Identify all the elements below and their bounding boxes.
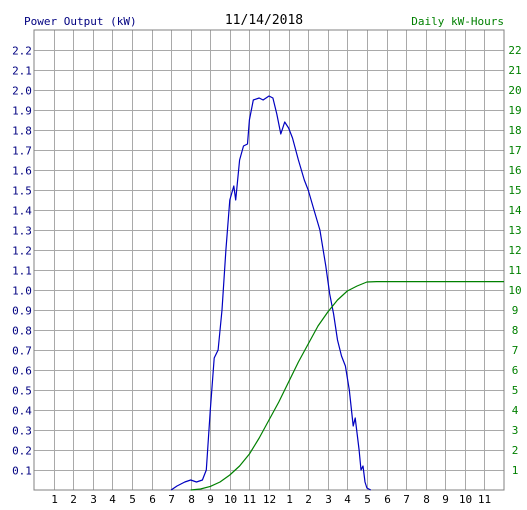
right-tick-label: 7 bbox=[512, 344, 519, 357]
left-tick-label: 0.2 bbox=[12, 445, 32, 458]
x-tick-label: 4 bbox=[109, 493, 116, 506]
grid-lines bbox=[34, 30, 504, 490]
right-tick-label: 18 bbox=[508, 124, 521, 137]
plot-frame bbox=[33, 29, 505, 491]
x-tick-label: 2 bbox=[305, 493, 312, 506]
left-tick-label: 0.8 bbox=[12, 325, 32, 338]
x-tick-label: 2 bbox=[70, 493, 77, 506]
left-tick-label: 2.1 bbox=[12, 65, 32, 78]
x-tick-label: 6 bbox=[149, 493, 156, 506]
left-tick-label: 1.8 bbox=[12, 125, 32, 138]
right-tick-label: 4 bbox=[512, 404, 519, 417]
power-series-line bbox=[170, 95, 372, 491]
x-tick-label: 4 bbox=[344, 493, 351, 506]
left-tick-label: 0.1 bbox=[12, 465, 32, 478]
right-axis-title: Daily kW-Hours bbox=[411, 15, 504, 28]
left-tick-label: 1.0 bbox=[12, 285, 32, 298]
left-tick-label: 0.6 bbox=[12, 365, 32, 378]
right-tick-label: 10 bbox=[508, 284, 521, 297]
right-tick-label: 20 bbox=[508, 84, 521, 97]
right-tick-label: 15 bbox=[508, 184, 521, 197]
right-tick-label: 19 bbox=[508, 104, 521, 117]
left-tick-label: 1.5 bbox=[12, 185, 32, 198]
left-tick-label: 1.2 bbox=[12, 245, 32, 258]
x-tick-label: 1 bbox=[286, 493, 293, 506]
x-tick-label: 10 bbox=[459, 493, 472, 506]
right-tick-label: 17 bbox=[508, 144, 521, 157]
right-tick-label: 3 bbox=[512, 424, 519, 437]
x-tick-label: 5 bbox=[364, 493, 371, 506]
right-tick-label: 16 bbox=[508, 164, 521, 177]
left-tick-label: 2.0 bbox=[12, 85, 32, 98]
x-tick-label: 12 bbox=[263, 493, 276, 506]
x-tick-label: 3 bbox=[325, 493, 332, 506]
right-tick-label: 21 bbox=[508, 64, 521, 77]
x-tick-label: 9 bbox=[207, 493, 214, 506]
left-tick-label: 0.5 bbox=[12, 385, 32, 398]
right-tick-label: 12 bbox=[508, 244, 521, 257]
right-tick-label: 6 bbox=[512, 364, 519, 377]
x-tick-label: 8 bbox=[423, 493, 430, 506]
right-tick-label: 5 bbox=[512, 384, 519, 397]
left-tick-label: 1.6 bbox=[12, 165, 32, 178]
right-tick-label: 1 bbox=[512, 464, 519, 477]
x-tick-label: 11 bbox=[243, 493, 256, 506]
tick-labels: 1 2 3 4 5 6 7 8 9 10 11 12 1 2 3 4 5 6 7 8 9 10 110.10.20.30.4… bbox=[12, 44, 522, 506]
right-tick-label: 8 bbox=[512, 324, 519, 337]
right-tick-label: 13 bbox=[508, 224, 521, 237]
left-tick-label: 0.9 bbox=[12, 305, 32, 318]
x-tick-label: 7 bbox=[168, 493, 175, 506]
left-tick-label: 0.4 bbox=[12, 405, 32, 418]
right-tick-label: 11 bbox=[508, 264, 521, 277]
x-tick-label: 11 bbox=[478, 493, 491, 506]
x-tick-label: 5 bbox=[129, 493, 136, 506]
series-lines bbox=[170, 95, 504, 491]
x-tick-label: 7 bbox=[403, 493, 410, 506]
energy-series-line bbox=[190, 281, 504, 491]
left-axis-title: Power Output (kW) bbox=[24, 15, 137, 28]
left-tick-label: 0.3 bbox=[12, 425, 32, 438]
x-tick-label: 9 bbox=[442, 493, 449, 506]
left-tick-label: 0.7 bbox=[12, 345, 32, 358]
x-tick-label: 10 bbox=[224, 493, 237, 506]
x-tick-label: 6 bbox=[384, 493, 391, 506]
right-tick-label: 22 bbox=[508, 44, 521, 57]
left-tick-label: 1.4 bbox=[12, 205, 32, 218]
left-tick-label: 1.1 bbox=[12, 265, 32, 278]
left-tick-label: 2.2 bbox=[12, 45, 32, 58]
right-tick-label: 14 bbox=[508, 204, 522, 217]
x-tick-label: 1 bbox=[51, 493, 58, 506]
x-tick-label: 8 bbox=[188, 493, 195, 506]
left-tick-label: 1.7 bbox=[12, 145, 32, 158]
x-tick-label: 3 bbox=[90, 493, 97, 506]
chart-title: 11/14/2018 bbox=[225, 13, 303, 28]
left-tick-label: 1.9 bbox=[12, 105, 32, 118]
left-tick-label: 1.3 bbox=[12, 225, 32, 238]
right-tick-label: 2 bbox=[512, 444, 519, 457]
right-tick-label: 9 bbox=[512, 304, 519, 317]
